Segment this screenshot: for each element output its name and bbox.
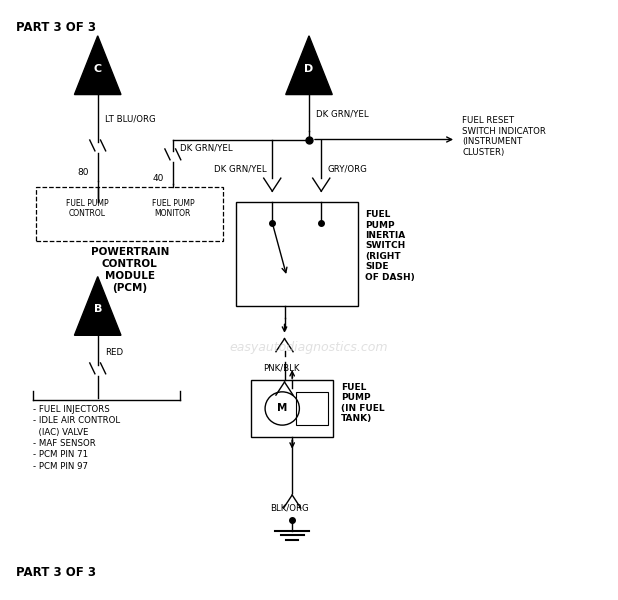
Text: PART 3 OF 3: PART 3 OF 3	[16, 566, 96, 580]
Text: LT BLU/ORG: LT BLU/ORG	[105, 114, 156, 123]
Text: PART 3 OF 3: PART 3 OF 3	[16, 20, 96, 34]
Polygon shape	[286, 36, 332, 95]
Text: DK GRN/YEL: DK GRN/YEL	[180, 144, 233, 153]
Text: easyautodiagnostics.com: easyautodiagnostics.com	[230, 341, 388, 354]
Text: DK GRN/YEL: DK GRN/YEL	[316, 109, 369, 118]
Text: DK GRN/YEL: DK GRN/YEL	[213, 165, 266, 174]
Polygon shape	[74, 36, 121, 95]
Text: GRY/ORG: GRY/ORG	[328, 165, 367, 174]
Text: B: B	[93, 304, 102, 314]
Bar	[235, 202, 358, 306]
Text: M: M	[277, 403, 287, 413]
Text: BLK/ORG: BLK/ORG	[269, 503, 308, 512]
Text: 40: 40	[152, 173, 164, 182]
Text: 80: 80	[77, 167, 88, 176]
Text: FUEL RESET
SWITCH INDICATOR
(INSTRUMENT
CLUSTER): FUEL RESET SWITCH INDICATOR (INSTRUMENT …	[462, 116, 546, 157]
Text: FUEL
PUMP
INERTIA
SWITCH
(RIGHT
SIDE
OF DASH): FUEL PUMP INERTIA SWITCH (RIGHT SIDE OF …	[365, 210, 415, 281]
Bar	[36, 187, 223, 241]
Text: FUEL
PUMP
(IN FUEL
TANK): FUEL PUMP (IN FUEL TANK)	[341, 383, 384, 423]
Text: C: C	[94, 64, 102, 74]
Text: D: D	[305, 64, 313, 74]
Text: RED: RED	[105, 348, 123, 357]
Text: FUEL PUMP
CONTROL: FUEL PUMP CONTROL	[66, 199, 108, 218]
Text: FUEL PUMP
MONITOR: FUEL PUMP MONITOR	[151, 199, 194, 218]
Text: PNK/BLK: PNK/BLK	[263, 363, 300, 372]
Bar	[296, 392, 328, 425]
Text: POWERTRAIN
CONTROL
MODULE
(PCM): POWERTRAIN CONTROL MODULE (PCM)	[91, 247, 169, 293]
Bar	[251, 380, 334, 437]
Text: - FUEL INJECTORS
- IDLE AIR CONTROL
  (IAC) VALVE
- MAF SENSOR
- PCM PIN 71
- PC: - FUEL INJECTORS - IDLE AIR CONTROL (IAC…	[33, 404, 121, 471]
Polygon shape	[74, 277, 121, 335]
